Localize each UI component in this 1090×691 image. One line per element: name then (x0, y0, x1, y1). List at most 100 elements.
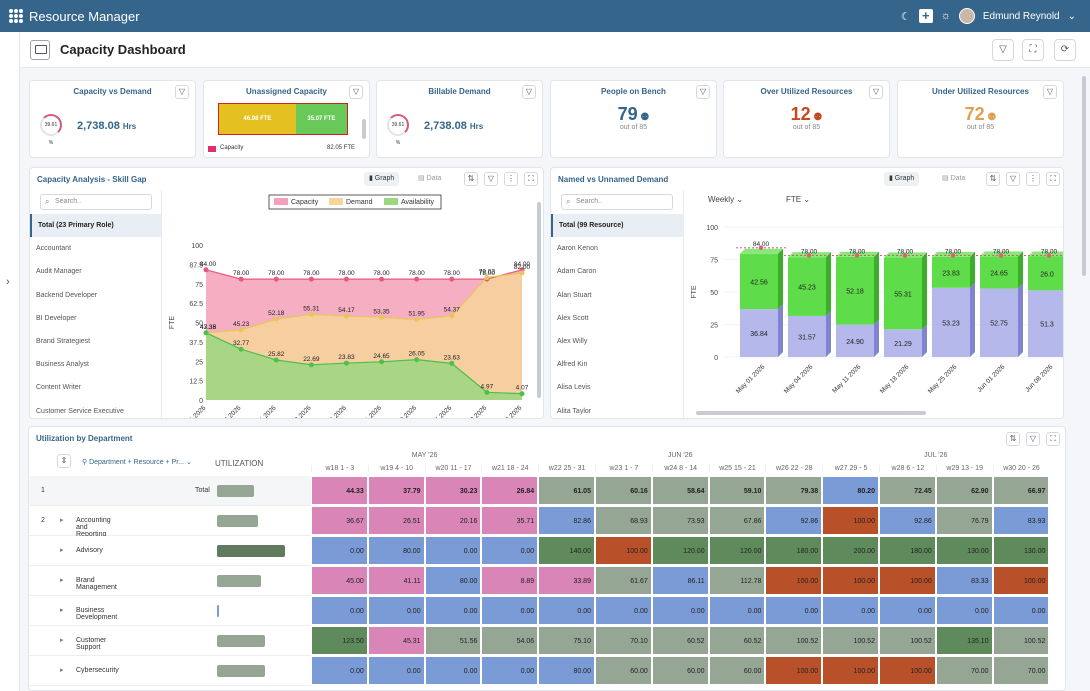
bar-unnamed[interactable] (836, 256, 874, 325)
utilization-cell[interactable]: 36.67 (311, 506, 368, 535)
utilization-cell[interactable]: 0.00 (879, 596, 936, 625)
resource-list-item[interactable]: Alisa Levis (557, 384, 591, 392)
utilization-cell[interactable]: 73.93 (651, 506, 709, 535)
graph-tab[interactable]: ▮ Graph (884, 172, 920, 186)
app-launcher-icon[interactable] (9, 9, 23, 23)
resource-list-item[interactable]: Alfred Kin (557, 361, 588, 369)
sort-icon[interactable]: ⇅ (464, 172, 478, 186)
utilization-cell[interactable]: 83.93 (992, 506, 1050, 535)
capacity-point[interactable] (758, 245, 764, 250)
utilization-cell[interactable]: 100.00 (879, 566, 936, 595)
utilization-cell[interactable]: 8.89 (481, 566, 539, 595)
utilization-cell[interactable]: 0.00 (311, 656, 368, 685)
expand-row-icon[interactable]: ▸ (60, 637, 64, 644)
bar-named[interactable] (836, 324, 874, 357)
utilization-cell[interactable]: 135.10 (935, 626, 993, 655)
data-point[interactable] (273, 276, 279, 282)
utilization-cell[interactable]: 0.00 (822, 596, 879, 625)
utilization-cell[interactable]: 80.00 (367, 536, 425, 565)
data-point[interactable] (449, 360, 455, 366)
utilization-cell[interactable]: 72.45 (879, 476, 936, 505)
utilization-cell[interactable]: 61.67 (595, 566, 652, 595)
filter-icon[interactable]: ▽ (696, 85, 710, 99)
expand-collapse-icon[interactable]: ⇕ (57, 454, 71, 468)
bar-unnamed[interactable] (980, 256, 1018, 289)
notification-bell-icon[interactable]: ☼ (940, 10, 951, 22)
search-input[interactable]: Search.. (561, 194, 673, 210)
utilization-cell[interactable]: 0.00 (765, 596, 823, 625)
more-icon[interactable]: ⋮ (504, 172, 518, 186)
utilization-cell[interactable]: 70.00 (992, 656, 1050, 685)
capacity-point[interactable] (998, 253, 1004, 258)
utilization-cell[interactable]: 123.50 (311, 626, 368, 655)
utilization-cell[interactable]: 45.00 (311, 566, 368, 595)
chevron-down-icon[interactable]: ⌄ (1067, 10, 1076, 22)
fullscreen-button[interactable]: ⛶ (1022, 39, 1044, 61)
data-point[interactable] (238, 276, 244, 282)
utilization-cell[interactable]: 140.00 (538, 536, 595, 565)
utilization-cell[interactable]: 180.00 (879, 536, 936, 565)
data-point[interactable] (203, 267, 209, 273)
period-select[interactable]: Weekly ⌄ (708, 195, 744, 204)
capacity-point[interactable] (806, 253, 812, 258)
data-point[interactable] (449, 313, 455, 319)
utilization-cell[interactable]: 100.00 (822, 506, 879, 535)
expand-row-icon[interactable]: ▸ (60, 577, 64, 584)
utilization-cell[interactable]: 20.16 (424, 506, 482, 535)
utilization-cell[interactable]: 60.00 (595, 656, 652, 685)
filter-icon[interactable]: ▽ (1006, 172, 1020, 186)
group-by-select[interactable]: ⚲ Department + Resource + Pr... ⌄ (82, 459, 192, 466)
utilization-cell[interactable]: 37.79 (367, 476, 425, 505)
utilization-cell[interactable]: 0.00 (311, 596, 368, 625)
utilization-cell[interactable]: 0.00 (481, 596, 539, 625)
utilization-cell[interactable]: 70.10 (595, 626, 652, 655)
table-row[interactable] (29, 596, 311, 626)
utilization-cell[interactable]: 130.00 (935, 536, 993, 565)
filter-button[interactable]: ▽ (992, 39, 1014, 61)
capacity-point[interactable] (1046, 253, 1052, 258)
resource-list-item[interactable]: Alan Stuart (557, 291, 592, 299)
utilization-cell[interactable]: 26.51 (367, 506, 425, 535)
utilization-cell[interactable]: 62.90 (935, 476, 993, 505)
utilization-cell[interactable]: 60.00 (651, 656, 709, 685)
data-point[interactable] (343, 276, 349, 282)
utilization-cell[interactable]: 130.00 (992, 536, 1050, 565)
utilization-cell[interactable]: 79.38 (765, 476, 823, 505)
refresh-button[interactable]: ⟳ (1054, 39, 1076, 61)
role-list-item[interactable]: Brand Strategiest (36, 337, 91, 345)
role-list-item[interactable]: Customer Service Executive (36, 407, 124, 415)
horizontal-scrollbar[interactable] (696, 411, 1056, 415)
table-row[interactable] (29, 656, 311, 686)
scrollbar[interactable] (362, 119, 366, 139)
utilization-cell[interactable]: 0.00 (595, 596, 652, 625)
table-row[interactable] (29, 476, 311, 506)
utilization-cell[interactable]: 0.00 (424, 656, 482, 685)
utilization-cell[interactable]: 92.86 (765, 506, 823, 535)
bar-unnamed[interactable] (788, 257, 826, 316)
data-point[interactable] (519, 391, 525, 397)
utilization-cell[interactable]: 180.00 (765, 536, 823, 565)
filter-icon[interactable]: ▽ (522, 85, 536, 99)
utilization-cell[interactable]: 76.79 (935, 506, 993, 535)
bar-unnamed[interactable] (740, 253, 778, 310)
utilization-cell[interactable]: 100.52 (822, 626, 879, 655)
bar-named[interactable] (980, 288, 1018, 357)
utilization-cell[interactable]: 100.52 (992, 626, 1050, 655)
dark-mode-icon[interactable]: ☾ (900, 10, 911, 23)
bar-unnamed[interactable] (932, 256, 970, 288)
utilization-cell[interactable]: 112.78 (708, 566, 766, 595)
role-list-item[interactable]: Audit Manager (36, 268, 82, 276)
utilization-cell[interactable]: 75.10 (538, 626, 595, 655)
expand-sidebar-icon[interactable]: › (6, 276, 10, 288)
utilization-cell[interactable]: 45.31 (367, 626, 425, 655)
resource-list-item[interactable]: Adam Caron (557, 268, 597, 276)
scrollbar[interactable] (537, 202, 541, 398)
utilization-cell[interactable]: 100.00 (595, 536, 652, 565)
data-point[interactable] (484, 389, 490, 395)
utilization-cell[interactable]: 0.00 (481, 536, 539, 565)
graph-tab[interactable]: ▮ Graph (364, 172, 400, 186)
utilization-cell[interactable]: 100.00 (879, 656, 936, 685)
expand-row-icon[interactable]: ▸ (60, 607, 64, 614)
sort-icon[interactable]: ⇅ (986, 172, 1000, 186)
utilization-cell[interactable]: 0.00 (935, 596, 993, 625)
